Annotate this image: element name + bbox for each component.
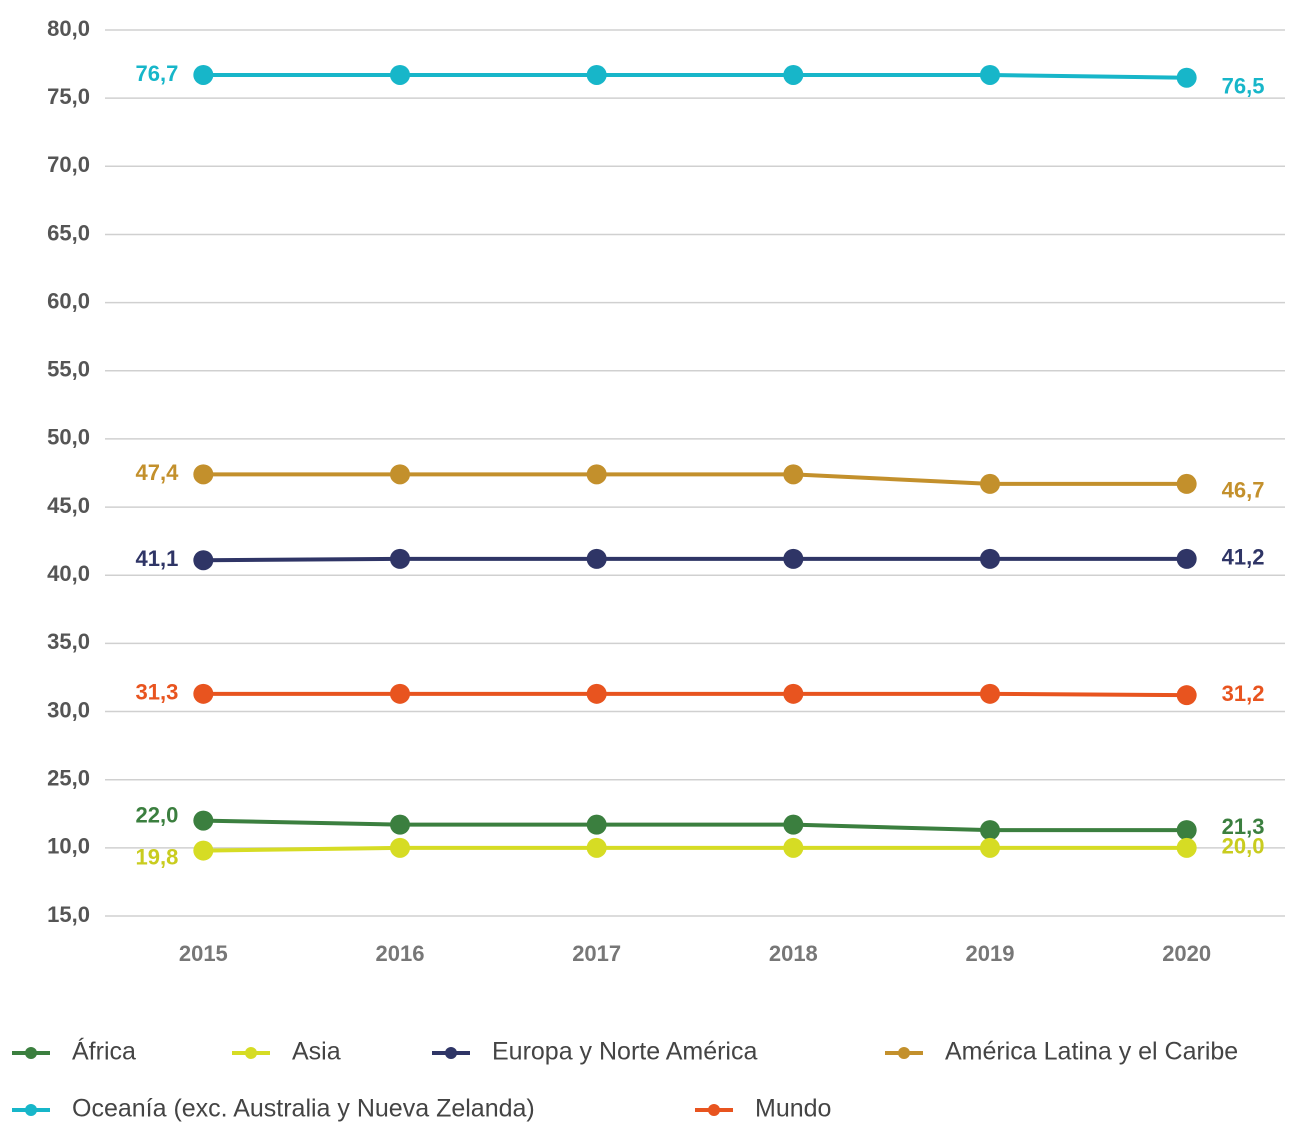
point xyxy=(193,683,214,704)
legend-dot xyxy=(245,1047,257,1059)
data-label: 41,1 xyxy=(136,546,179,571)
data-label: 46,7 xyxy=(1222,478,1265,503)
y-tick-label: 10,0 xyxy=(47,834,90,859)
point xyxy=(390,548,410,569)
series-line xyxy=(203,845,1187,853)
point xyxy=(390,64,410,85)
data-label: 47,4 xyxy=(136,460,180,485)
y-tick-label: 70,0 xyxy=(47,152,90,177)
y-tick-label: 45,0 xyxy=(47,493,90,518)
legend-dot xyxy=(445,1047,457,1059)
point xyxy=(1176,685,1197,706)
point xyxy=(390,814,410,835)
point xyxy=(390,837,410,858)
legend-label: Mundo xyxy=(755,1095,831,1123)
series-line xyxy=(203,472,1187,486)
legend-dot xyxy=(708,1104,720,1116)
point xyxy=(980,820,1000,841)
legend-label: Europa y Norte América xyxy=(492,1038,757,1066)
data-label: 76,5 xyxy=(1222,74,1265,99)
point xyxy=(586,683,607,704)
data-label: 19,8 xyxy=(136,844,179,869)
series-line xyxy=(203,556,1187,563)
point xyxy=(783,464,804,485)
data-label: 20,0 xyxy=(1222,834,1265,859)
y-tick-label: 65,0 xyxy=(47,220,90,245)
y-tick-label: 60,0 xyxy=(47,288,90,313)
point xyxy=(390,464,410,485)
data-label: 21,3 xyxy=(1222,814,1265,839)
point xyxy=(193,840,214,861)
x-tick-label: 2015 xyxy=(179,941,228,966)
y-tick-label: 50,0 xyxy=(47,425,90,450)
point xyxy=(193,64,214,85)
legend-dot xyxy=(25,1047,37,1059)
y-tick-label: 15,0 xyxy=(47,902,90,927)
legend-dot xyxy=(25,1104,37,1116)
point xyxy=(586,814,607,835)
data-label: 41,2 xyxy=(1222,545,1265,570)
point xyxy=(193,464,214,485)
legend-label: África xyxy=(72,1037,136,1066)
point xyxy=(783,837,804,858)
point xyxy=(193,810,214,831)
legend-dot xyxy=(898,1047,910,1059)
legend-label: Asia xyxy=(292,1038,341,1066)
x-tick-label: 2016 xyxy=(376,941,425,966)
legend-label: América Latina y el Caribe xyxy=(945,1038,1238,1066)
x-tick-label: 2017 xyxy=(572,941,621,966)
series-line xyxy=(203,818,1187,833)
y-tick-label: 80,0 xyxy=(47,16,90,41)
series-line xyxy=(203,72,1187,80)
point xyxy=(783,64,804,85)
y-tick-label: 25,0 xyxy=(47,766,90,791)
x-tick-label: 2018 xyxy=(769,941,818,966)
point xyxy=(980,64,1000,85)
point xyxy=(1176,473,1197,494)
point xyxy=(586,548,607,569)
legend-label: Oceanía (exc. Australia y Nueva Zelanda) xyxy=(72,1095,535,1123)
data-label: 22,0 xyxy=(136,802,179,827)
x-tick-label: 2019 xyxy=(966,941,1015,966)
series-line xyxy=(203,691,1187,698)
point xyxy=(586,64,607,85)
point xyxy=(980,683,1000,704)
point xyxy=(980,473,1000,494)
point xyxy=(783,683,804,704)
point xyxy=(980,837,1000,858)
data-label: 31,2 xyxy=(1222,681,1265,706)
point xyxy=(980,548,1000,569)
x-tick-label: 2020 xyxy=(1162,941,1211,966)
point xyxy=(390,683,410,704)
point xyxy=(1176,820,1197,841)
y-tick-label: 40,0 xyxy=(47,561,90,586)
point xyxy=(1176,548,1197,569)
point xyxy=(586,837,607,858)
data-label: 31,3 xyxy=(136,680,179,705)
y-tick-label: 35,0 xyxy=(47,629,90,654)
point xyxy=(1176,67,1197,88)
point xyxy=(783,548,804,569)
y-tick-label: 55,0 xyxy=(47,357,90,382)
data-label: 76,7 xyxy=(136,61,179,86)
y-tick-label: 75,0 xyxy=(47,84,90,109)
point xyxy=(586,464,607,485)
point xyxy=(783,814,804,835)
y-tick-label: 30,0 xyxy=(47,697,90,722)
point xyxy=(1176,837,1197,858)
point xyxy=(193,550,214,571)
